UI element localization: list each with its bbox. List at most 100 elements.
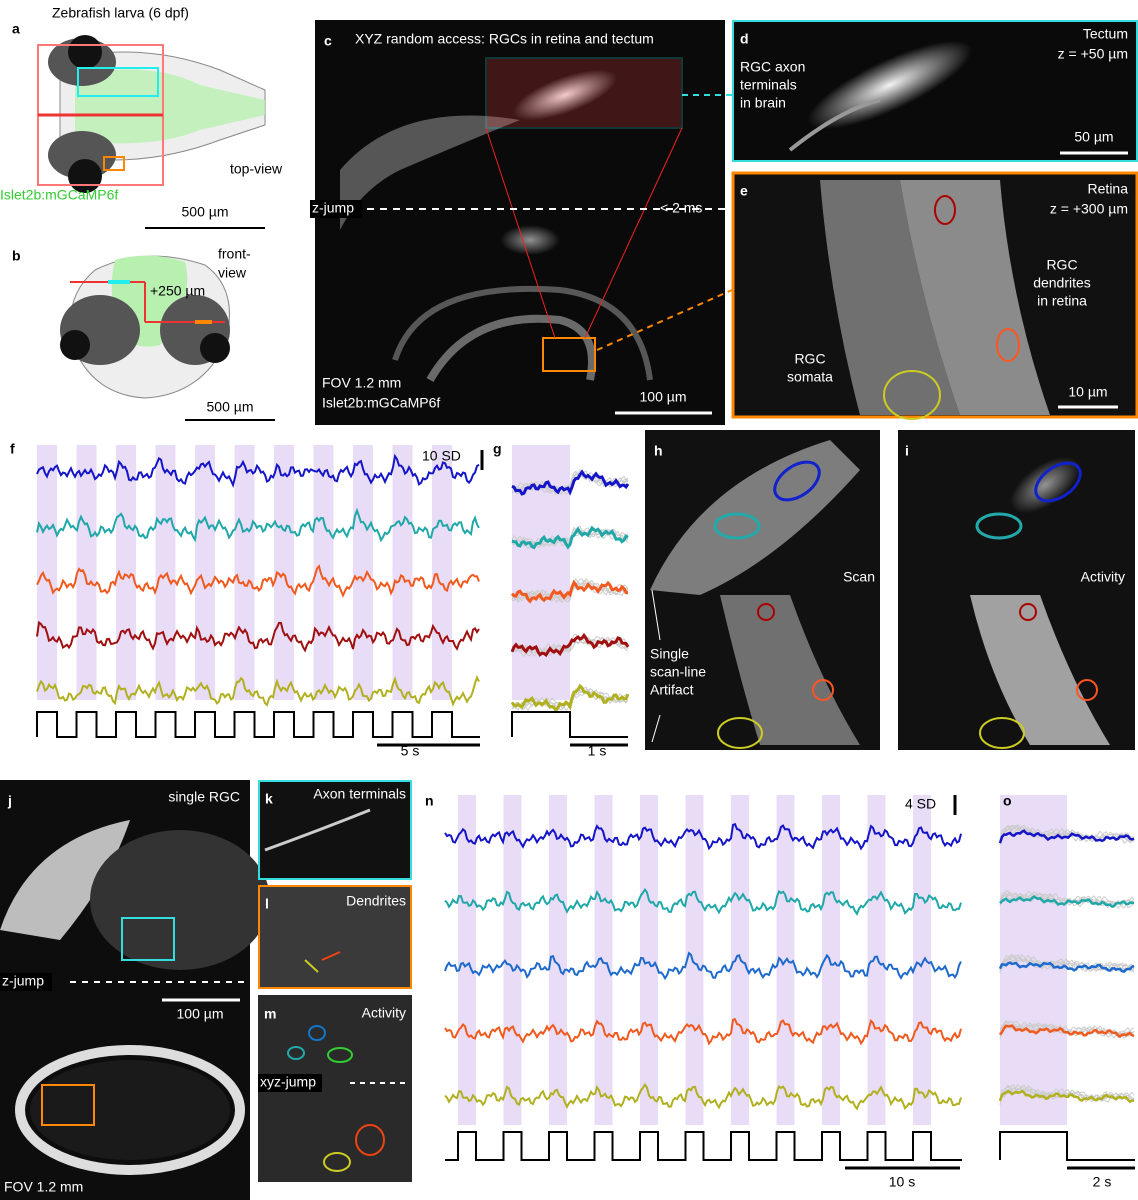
- trace: [998, 829, 1135, 844]
- annotation: 2 s: [1093, 1174, 1112, 1190]
- annotation: single RGC: [168, 789, 240, 805]
- trace: [511, 469, 630, 496]
- trace: [999, 953, 1135, 973]
- trace: [511, 578, 629, 603]
- annotation: dendrites: [1033, 275, 1091, 291]
- annotation: in retina: [1037, 293, 1087, 309]
- trace: [998, 1089, 1134, 1103]
- stimulus-band: [503, 795, 522, 1125]
- annotation: Single: [650, 646, 689, 662]
- stimulus-band: [313, 445, 334, 700]
- annotation: Activity: [1081, 569, 1125, 585]
- trace: [510, 579, 629, 604]
- trace: [999, 956, 1135, 972]
- annotation: XYZ random access: RGCs in retina and te…: [355, 31, 654, 47]
- annotation: FOV 1.2 mm: [4, 1179, 83, 1195]
- stimulus-trace: [511, 711, 628, 738]
- annotation: in brain: [740, 95, 786, 111]
- annotation: RGC: [1046, 257, 1077, 273]
- annotation: Islet2b:mGCaMP6f: [322, 395, 440, 411]
- stimulus-band: [155, 445, 176, 700]
- label-bg: [0, 973, 52, 991]
- annotation: scan-line: [650, 664, 706, 680]
- annotation: 4 SD: [905, 796, 936, 812]
- trace: [510, 683, 630, 713]
- labels: a Zebrafish larva (6 dpf) Islet2b:mGCaMP6f…: [0, 5, 1128, 1195]
- annotation: RGC axon: [740, 59, 805, 75]
- annotation: Activity: [362, 1005, 406, 1021]
- stimulus-trace: [36, 711, 480, 738]
- annotation: 1 s: [588, 743, 607, 759]
- panel-label: f: [10, 441, 15, 457]
- stimulus-band: [594, 795, 613, 1125]
- trace: [511, 636, 629, 657]
- stimulus-band: [195, 445, 215, 700]
- image-klm: [258, 780, 412, 1182]
- trace: [999, 1084, 1135, 1104]
- trace: [510, 632, 630, 658]
- trace: [36, 675, 480, 707]
- panel-label: h: [654, 443, 663, 459]
- annotation: 500 µm: [182, 204, 229, 220]
- annotation: < 2 ms: [660, 200, 702, 216]
- label-bg: [310, 200, 362, 218]
- annotation: 10 SD: [422, 448, 461, 464]
- annotation: top-view: [230, 161, 283, 177]
- annotation: 50 µm: [1074, 129, 1113, 145]
- annotation: xyz-jump: [260, 1074, 316, 1090]
- panel-label: l: [265, 896, 269, 912]
- annotation: 10 µm: [1068, 384, 1107, 400]
- image-i: [898, 430, 1135, 750]
- trace: [444, 822, 962, 851]
- panel-label: g: [493, 441, 502, 457]
- annotation: +250 µm: [150, 283, 205, 299]
- annotation: z-jump: [2, 973, 44, 989]
- stimulus-band: [37, 445, 57, 700]
- annotation: Scan: [843, 569, 875, 585]
- annotation: 5 s: [401, 743, 420, 759]
- annotation: 500 µm: [207, 399, 254, 415]
- trace: [511, 636, 629, 658]
- stimulus-band: [234, 445, 255, 700]
- trace: [36, 507, 480, 543]
- trace: [444, 1017, 962, 1046]
- annotation: 100 µm: [640, 389, 687, 405]
- panel-label: i: [905, 443, 909, 459]
- annotation: Retina: [1088, 181, 1129, 197]
- trace: [36, 620, 480, 653]
- trace: [444, 1082, 962, 1111]
- trace: [36, 564, 480, 598]
- annotation: 100 µm: [177, 1006, 224, 1022]
- trace: [36, 453, 480, 489]
- annotation: Dendrites: [346, 893, 406, 909]
- image-h: [645, 430, 880, 750]
- annotation: Artifact: [650, 682, 694, 698]
- image-e: [731, 171, 1138, 420]
- image-d: [732, 20, 1138, 162]
- stimulus-trace: [445, 1131, 962, 1161]
- fish-top-view: [37, 35, 266, 229]
- trace: [444, 951, 962, 981]
- stimulus-trace: [999, 1131, 1135, 1161]
- annotation: front-: [218, 246, 251, 262]
- annotation: view: [218, 265, 247, 281]
- annotation: 10 s: [889, 1174, 915, 1190]
- panel-label: j: [7, 793, 12, 809]
- trace: [999, 824, 1135, 844]
- annotation: z = +50 µm: [1058, 46, 1128, 62]
- panel-label: a: [12, 21, 20, 37]
- stimulus-band: [867, 795, 886, 1125]
- annotation: Zebrafish larva (6 dpf): [52, 5, 189, 21]
- stimulus-band: [458, 795, 476, 1125]
- stimulus-band: [822, 795, 840, 1125]
- stimulus-band: [432, 445, 452, 700]
- panel-label: c: [324, 33, 332, 49]
- stimulus-band: [353, 445, 373, 700]
- stimulus-band: [640, 795, 658, 1125]
- annotation: Tectum: [1083, 26, 1128, 42]
- stimulus-band: [549, 795, 567, 1125]
- image-c: [315, 20, 733, 425]
- annotation: Islet2b:mGCaMP6f: [0, 187, 118, 203]
- panel-label: m: [264, 1006, 276, 1022]
